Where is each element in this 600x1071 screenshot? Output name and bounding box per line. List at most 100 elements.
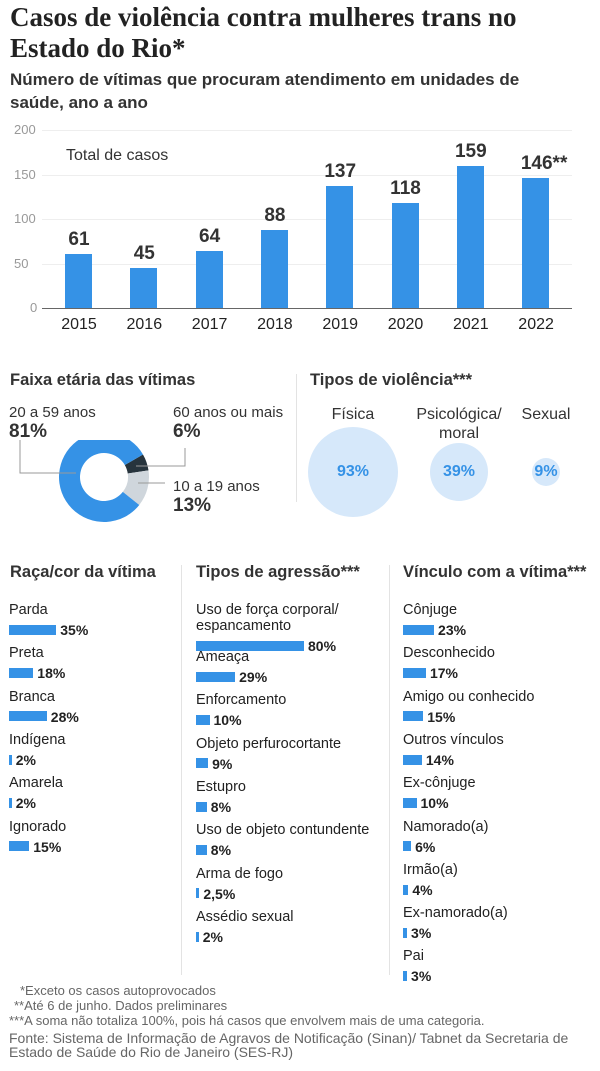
item-bar: [403, 797, 417, 808]
list-item: Ex-namorado(a) 3%: [403, 905, 583, 942]
item-value: 15%: [33, 838, 62, 855]
list-title: Tipos de agressão***: [196, 563, 360, 581]
list-item: Assédio sexual 2%: [196, 909, 376, 946]
slice-label-10-19: 10 a 19 anos 13%: [173, 478, 260, 516]
item-value: 15%: [427, 708, 456, 725]
item-bar-row: 8%: [196, 798, 376, 816]
donut-slice: [122, 470, 150, 505]
item-bar: [9, 711, 47, 722]
item-label: Preta: [9, 645, 44, 662]
item-value: 10%: [213, 712, 242, 729]
item-value: 35%: [60, 621, 89, 638]
item-bar: [196, 640, 304, 651]
item-bar-row: 15%: [9, 838, 189, 856]
slice-label-20-59: 20 a 59 anos 81%: [9, 404, 96, 442]
list-item: Amarela 2%: [9, 775, 189, 812]
bubble-value: 93%: [336, 463, 370, 480]
bubble-value: 39%: [442, 462, 475, 480]
item-label: Indígena: [9, 731, 66, 748]
item-label: Assédio sexual: [196, 908, 294, 925]
divider: [389, 565, 390, 975]
item-bar-row: 18%: [9, 664, 189, 682]
item-bar-row: 3%: [403, 967, 583, 985]
x-tick-label: 2018: [257, 316, 293, 333]
item-value: 8%: [210, 841, 232, 858]
y-tick-label: 150: [14, 166, 36, 182]
item-bar-row: 2%: [9, 751, 189, 769]
item-value: 3%: [411, 968, 432, 985]
item-value: 17%: [429, 665, 458, 682]
item-value: 28%: [50, 708, 79, 725]
x-axis: [42, 308, 572, 309]
item-bar-row: 3%: [403, 924, 583, 942]
violence-types-title: Tipos de violência***: [310, 371, 473, 389]
y-tick-label: 0: [30, 300, 38, 315]
item-bar-row: 80%: [196, 637, 376, 655]
footnote-1: *Exceto os casos autoprovocados: [20, 983, 216, 998]
bubble-1: 39%: [429, 442, 489, 502]
bubble-label: Física: [331, 406, 375, 423]
value-label: 61: [68, 228, 90, 250]
slice-label-60-plus: 60 anos ou mais 6%: [173, 404, 284, 442]
bubble-value: 9%: [534, 462, 558, 480]
item-bar-row: 8%: [196, 841, 376, 859]
list-item: Ignorado 15%: [9, 819, 189, 856]
item-bar: [196, 715, 210, 726]
source: Fonte: Sistema de Informação de Agravos …: [9, 1030, 569, 1060]
item-label: Amigo ou conhecido: [403, 688, 535, 705]
donut-slice: [59, 440, 143, 522]
x-tick-label: 2019: [322, 316, 358, 333]
item-label: Objeto perfurocortante: [196, 735, 342, 752]
item-bar: [196, 844, 207, 855]
y-tick-label: 100: [14, 211, 36, 226]
item-label: Irmão(a): [403, 861, 458, 878]
list-item: Ex-cônjuge 10%: [403, 775, 583, 812]
list-item: Uso de objeto contundente 8%: [196, 822, 376, 859]
item-bar: [403, 884, 409, 895]
list-item: Arma de fogo 2,5%: [196, 866, 376, 903]
item-label: Parda: [9, 602, 48, 618]
value-label: 137: [324, 161, 357, 183]
item-label: Ex-cônjuge: [403, 775, 476, 792]
bubble-2: 9%: [532, 458, 560, 486]
item-bar-row: 2,5%: [196, 885, 376, 903]
leader-line: [19, 440, 76, 474]
list-item: Parda 35%: [9, 602, 189, 639]
item-value: 23%: [438, 621, 467, 638]
list-item: Irmão(a) 4%: [403, 862, 583, 899]
list-item: Indígena 2%: [9, 732, 189, 769]
item-label: Outros vínculos: [403, 731, 504, 748]
y-tick-label: 50: [14, 255, 29, 271]
footnote-2: **Até 6 de junho. Dados preliminares: [14, 998, 228, 1013]
main-title: Casos de violência contra mulheres trans…: [10, 2, 517, 63]
item-bar-row: 10%: [196, 711, 376, 729]
item-value: 2%: [202, 928, 223, 945]
item-bar: [403, 971, 408, 982]
item-label: Amarela: [9, 775, 63, 792]
item-bar: [403, 711, 424, 722]
item-value: 2,5%: [203, 885, 236, 902]
x-tick-label: 2016: [126, 316, 163, 333]
item-value: 14%: [425, 751, 454, 768]
y-tick-label: 200: [14, 122, 36, 137]
item-bar: [403, 754, 422, 765]
item-label: Ameaça: [196, 649, 250, 665]
bubble-0: 93%: [308, 427, 398, 517]
item-bar-row: 2%: [196, 928, 376, 946]
item-bar: [196, 671, 236, 682]
item-bar-row: 23%: [403, 621, 583, 639]
list-item: Branca 28%: [9, 689, 189, 726]
item-value: 18%: [37, 665, 66, 682]
item-value: 2%: [15, 794, 36, 811]
item-bar-row: 29%: [196, 668, 376, 686]
item-value: 8%: [210, 798, 232, 815]
item-bar: [9, 754, 12, 765]
item-bar: [403, 927, 408, 938]
item-label: Enforcamento: [196, 692, 287, 709]
item-bar: [196, 758, 209, 769]
value-label: 64: [199, 226, 221, 248]
item-label: Arma de fogo: [196, 865, 284, 882]
item-bar: [9, 797, 12, 808]
x-tick-label: 2021: [453, 316, 489, 333]
